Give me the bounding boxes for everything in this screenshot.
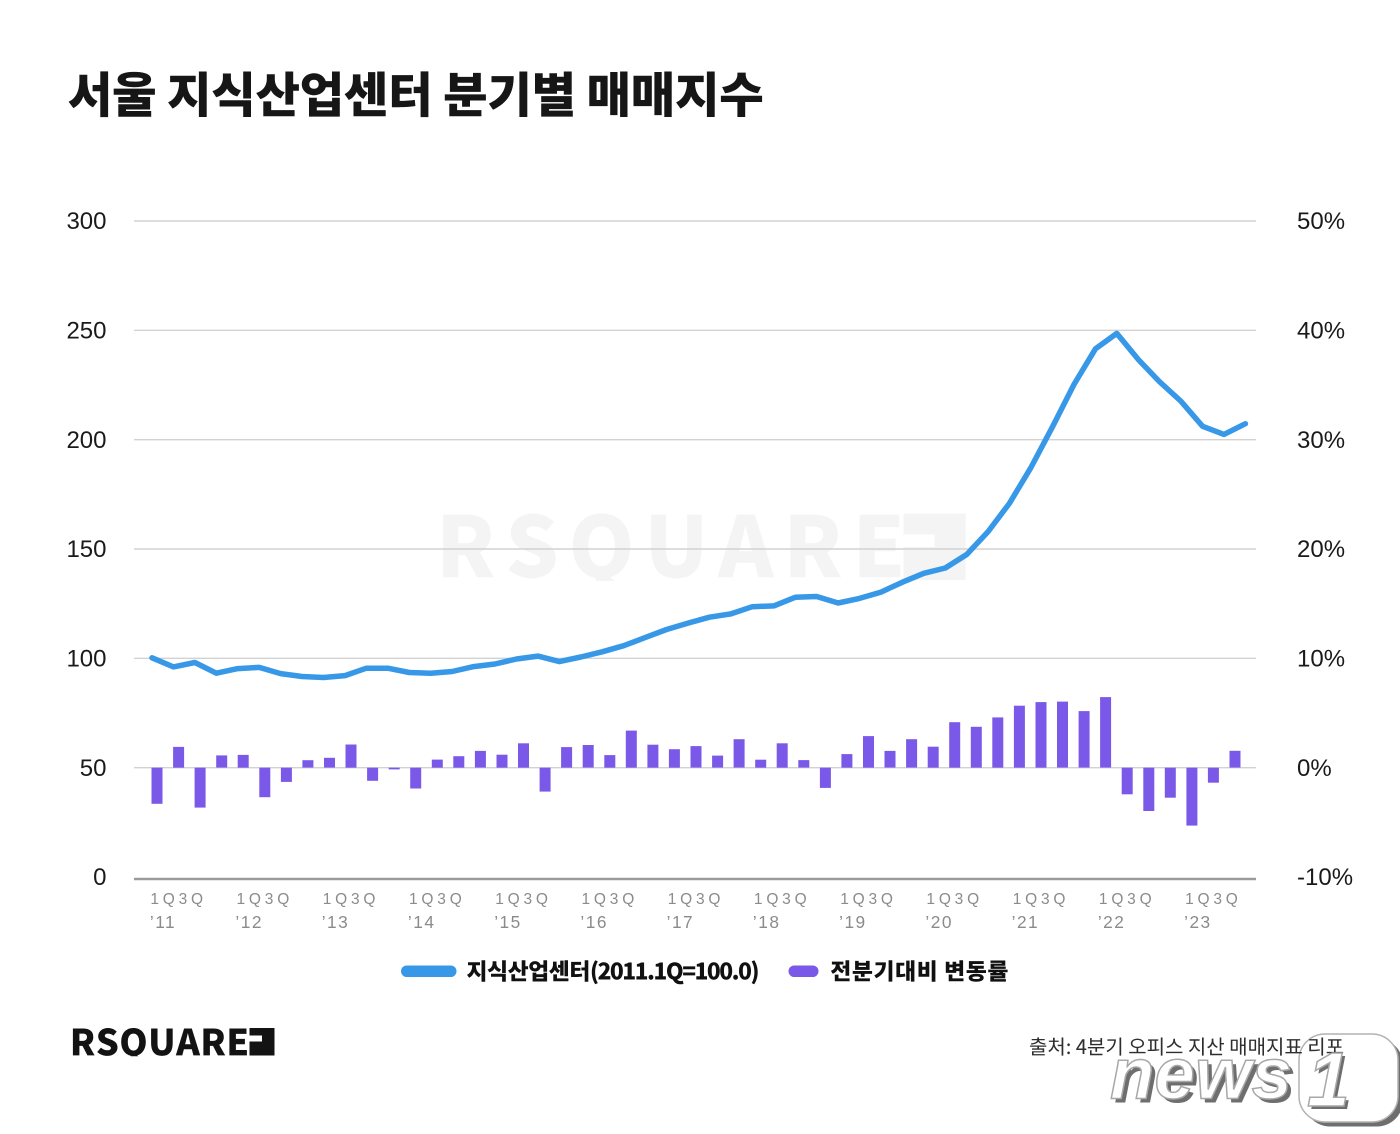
svg-text:news: news bbox=[1110, 1034, 1292, 1115]
svg-text:1Q3Q: 1Q3Q bbox=[668, 891, 725, 908]
svg-text:’22: ’22 bbox=[1098, 912, 1126, 932]
svg-text:’16: ’16 bbox=[580, 912, 608, 932]
svg-text:’23: ’23 bbox=[1184, 912, 1212, 932]
svg-text:’19: ’19 bbox=[839, 912, 867, 932]
svg-text:1Q3Q: 1Q3Q bbox=[1185, 891, 1242, 908]
svg-text:250: 250 bbox=[66, 318, 106, 345]
svg-text:50%: 50% bbox=[1297, 208, 1345, 235]
svg-text:1: 1 bbox=[1307, 1037, 1350, 1123]
svg-text:news: news bbox=[1114, 1038, 1296, 1119]
svg-text:150: 150 bbox=[66, 536, 106, 563]
svg-text:’14: ’14 bbox=[408, 912, 436, 932]
svg-text:40%: 40% bbox=[1297, 318, 1345, 345]
svg-text:0: 0 bbox=[93, 864, 106, 891]
svg-text:1Q3Q: 1Q3Q bbox=[495, 891, 552, 908]
svg-text:1Q3Q: 1Q3Q bbox=[582, 891, 639, 908]
svg-text:’20: ’20 bbox=[925, 912, 953, 932]
svg-text:’17: ’17 bbox=[667, 912, 695, 932]
svg-text:0%: 0% bbox=[1297, 755, 1332, 782]
svg-text:1Q3Q: 1Q3Q bbox=[926, 891, 983, 908]
svg-text:-10%: -10% bbox=[1297, 864, 1353, 891]
svg-text:’18: ’18 bbox=[753, 912, 781, 932]
svg-text:’13: ’13 bbox=[322, 912, 350, 932]
svg-text:’12: ’12 bbox=[235, 912, 263, 932]
svg-text:1: 1 bbox=[1310, 1040, 1353, 1126]
svg-text:100: 100 bbox=[66, 646, 106, 673]
svg-text:1Q3Q: 1Q3Q bbox=[409, 891, 466, 908]
svg-text:50: 50 bbox=[80, 755, 107, 782]
svg-text:’21: ’21 bbox=[1012, 912, 1040, 932]
svg-text:1Q3Q: 1Q3Q bbox=[150, 891, 207, 908]
svg-text:1Q3Q: 1Q3Q bbox=[323, 891, 380, 908]
svg-text:’15: ’15 bbox=[494, 912, 522, 932]
svg-text:10%: 10% bbox=[1297, 646, 1345, 673]
svg-text:’11: ’11 bbox=[150, 912, 176, 932]
svg-text:30%: 30% bbox=[1297, 427, 1345, 454]
svg-text:200: 200 bbox=[66, 427, 106, 454]
svg-text:1Q3Q: 1Q3Q bbox=[1013, 891, 1070, 908]
svg-text:1Q3Q: 1Q3Q bbox=[840, 891, 897, 908]
svg-text:1Q3Q: 1Q3Q bbox=[754, 891, 811, 908]
svg-text:300: 300 bbox=[66, 208, 106, 235]
svg-text:1Q3Q: 1Q3Q bbox=[237, 891, 294, 908]
svg-text:1Q3Q: 1Q3Q bbox=[1099, 891, 1156, 908]
svg-text:20%: 20% bbox=[1297, 536, 1345, 563]
